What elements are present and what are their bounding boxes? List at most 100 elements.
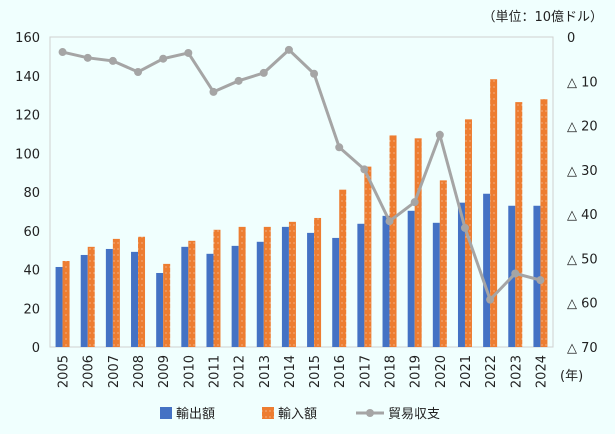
balance-point	[486, 295, 495, 304]
export-bar	[281, 226, 289, 347]
import-bar	[112, 238, 120, 347]
export-bar	[432, 222, 440, 347]
export-bar	[457, 202, 465, 347]
export-bar	[55, 266, 63, 347]
export-bar	[382, 215, 390, 347]
export-bar	[533, 205, 541, 347]
export-bar	[131, 251, 139, 347]
export-bar	[181, 246, 189, 347]
balance-point	[310, 69, 319, 78]
balance-point	[360, 165, 369, 174]
left-tick-label: 120	[15, 109, 40, 124]
import-bar	[339, 189, 347, 347]
left-tick-label: 80	[23, 186, 40, 201]
legend-swatch-import	[262, 407, 274, 419]
right-tick-label: 0	[567, 31, 575, 46]
balance-point	[259, 68, 268, 77]
import-bar	[213, 229, 221, 347]
export-bar	[407, 210, 415, 347]
x-tick-label: 2014	[283, 355, 298, 388]
x-unit-label: (年)	[560, 369, 583, 384]
balance-point	[410, 198, 419, 207]
balance-point	[460, 223, 469, 232]
balance-point	[511, 269, 520, 278]
balance-point	[536, 276, 545, 285]
export-bar	[206, 253, 214, 347]
x-tick-label: 2008	[132, 355, 147, 388]
import-bar	[288, 221, 296, 347]
x-tick-label: 2024	[534, 355, 549, 388]
export-bar	[105, 248, 113, 347]
balance-point	[335, 143, 344, 152]
x-tick-label: 2018	[384, 355, 399, 388]
import-bar	[87, 246, 95, 347]
import-bar	[62, 260, 70, 347]
balance-point	[159, 54, 168, 63]
x-tick-label: 2019	[409, 355, 424, 388]
import-bar	[364, 166, 372, 347]
x-tick-label: 2011	[207, 355, 222, 388]
x-tick-label: 2020	[434, 355, 449, 388]
import-bar	[389, 135, 397, 347]
balance-point	[184, 48, 193, 57]
unit-label: （単位：10億ドル）	[482, 10, 603, 25]
import-bar	[314, 217, 322, 347]
balance-point	[435, 130, 444, 139]
x-tick-label: 2010	[182, 355, 197, 388]
export-bar	[80, 254, 88, 347]
right-tick-label: △ 60	[567, 297, 598, 312]
import-bar	[238, 226, 246, 347]
import-bar	[414, 138, 422, 347]
x-tick-label: 2009	[157, 355, 172, 388]
import-bar	[439, 180, 447, 347]
import-bar	[490, 79, 498, 348]
x-tick-label: 2022	[484, 355, 499, 388]
import-bar	[138, 236, 146, 347]
balance-point	[58, 48, 67, 57]
legend-marker-balance	[366, 409, 374, 417]
import-bar	[263, 226, 271, 347]
right-tick-label: △ 20	[567, 120, 598, 135]
import-bar	[188, 240, 196, 347]
x-tick-label: 2013	[258, 355, 273, 388]
left-tick-label: 100	[15, 147, 40, 162]
left-tick-label: 140	[15, 70, 40, 85]
right-tick-label: △ 70	[567, 341, 598, 356]
import-bar	[515, 102, 523, 347]
x-tick-label: 2005	[57, 355, 72, 388]
balance-point	[83, 53, 92, 62]
export-bar	[357, 223, 365, 347]
balance-point	[134, 67, 143, 76]
x-tick-label: 2015	[308, 355, 323, 388]
x-tick-label: 2017	[358, 355, 373, 388]
balance-point	[385, 217, 394, 226]
export-bar	[231, 245, 239, 347]
import-bar	[464, 119, 472, 347]
x-tick-label: 2006	[82, 355, 97, 388]
right-tick-label: △ 40	[567, 208, 598, 223]
left-tick-label: 160	[15, 31, 40, 46]
legend-label-balance: 貿易収支	[388, 407, 440, 422]
balance-line	[62, 47, 541, 303]
right-tick-label: △ 30	[567, 164, 598, 179]
left-tick-label: 20	[23, 302, 40, 317]
left-tick-label: 0	[32, 341, 40, 356]
balance-point	[234, 76, 243, 85]
import-bar	[163, 263, 171, 347]
export-bar	[483, 193, 491, 347]
export-bar	[307, 232, 315, 347]
legend-swatch-export	[160, 407, 172, 419]
legend-label-export: 輸出額	[176, 407, 215, 422]
balance-point	[284, 45, 293, 54]
right-tick-label: △ 50	[567, 252, 598, 267]
x-tick-label: 2007	[107, 355, 122, 388]
left-tick-label: 40	[23, 264, 40, 279]
x-tick-label: 2021	[459, 355, 474, 388]
right-tick-label: △ 10	[567, 75, 598, 90]
balance-point	[209, 87, 218, 96]
left-tick-label: 60	[23, 225, 40, 240]
x-tick-label: 2012	[233, 355, 248, 388]
x-tick-label: 2016	[333, 355, 348, 388]
x-tick-label: 2023	[509, 355, 524, 388]
